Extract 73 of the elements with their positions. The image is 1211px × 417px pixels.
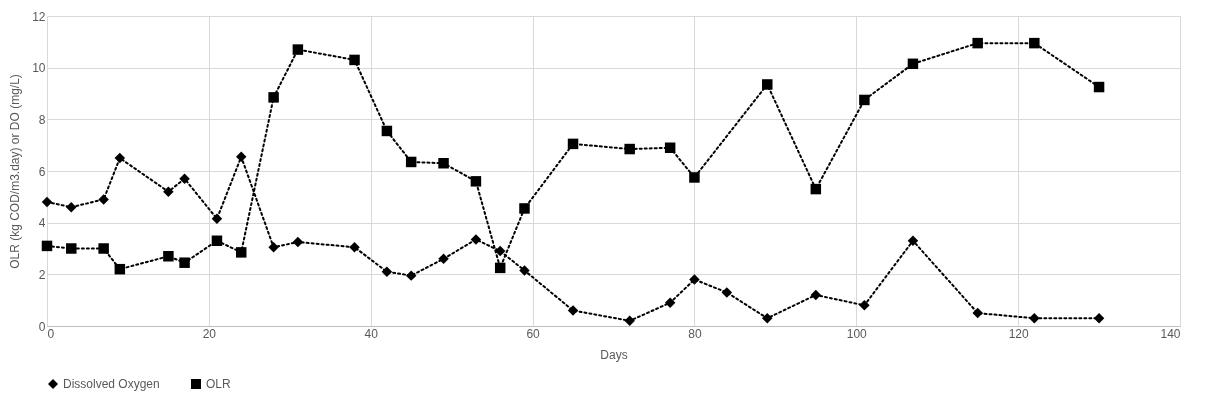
point xyxy=(292,236,304,248)
point xyxy=(114,152,126,164)
point xyxy=(859,94,870,106)
point xyxy=(494,262,506,274)
point xyxy=(179,173,190,184)
point xyxy=(268,241,279,253)
point xyxy=(211,235,223,246)
point xyxy=(211,213,223,225)
y-tick-label: 12 xyxy=(32,9,46,24)
x-tick-label: 140 xyxy=(1160,326,1181,341)
point xyxy=(268,92,279,103)
point xyxy=(98,194,109,205)
x-axis-title: Days xyxy=(600,347,628,362)
point xyxy=(1029,313,1040,324)
point xyxy=(1093,81,1105,93)
point xyxy=(470,176,482,187)
point xyxy=(762,79,773,90)
legend-label: Dissolved Oxygen xyxy=(63,377,160,391)
y-tick-label: 2 xyxy=(38,267,46,282)
point xyxy=(349,54,360,66)
point xyxy=(972,37,983,49)
point xyxy=(163,186,174,197)
x-tick-label: 40 xyxy=(364,326,379,341)
point xyxy=(907,58,919,70)
point xyxy=(41,240,53,252)
y-tick-label: 10 xyxy=(32,61,46,76)
point xyxy=(1093,313,1105,324)
point xyxy=(381,266,393,277)
point xyxy=(98,243,109,254)
point xyxy=(179,257,190,268)
point xyxy=(405,270,417,281)
point xyxy=(438,253,449,265)
x-tick-label: 120 xyxy=(1008,326,1029,341)
point xyxy=(664,142,676,153)
point xyxy=(762,313,773,324)
x-tick-label: 20 xyxy=(202,326,217,341)
point xyxy=(972,307,983,319)
point xyxy=(859,300,870,311)
point xyxy=(519,203,530,214)
y-tick-label: 6 xyxy=(38,164,46,179)
point xyxy=(664,297,676,308)
point xyxy=(438,158,449,169)
legend-label: OLR xyxy=(206,377,232,391)
point xyxy=(567,305,579,316)
point xyxy=(689,274,700,285)
y-axis-title: OLR (kg COD/m3.day) or DO (mg/L) xyxy=(8,74,23,269)
x-tick-label: 100 xyxy=(846,326,868,341)
point xyxy=(624,143,635,155)
point xyxy=(721,287,733,298)
x-tick-label: 60 xyxy=(526,326,541,341)
point xyxy=(810,183,822,195)
point xyxy=(381,125,393,137)
x-tick-label: 80 xyxy=(688,326,702,341)
point xyxy=(349,241,360,253)
point xyxy=(519,265,530,276)
point xyxy=(114,263,126,275)
point xyxy=(405,156,417,168)
point xyxy=(1029,37,1040,49)
point xyxy=(907,235,919,246)
point xyxy=(41,196,53,208)
y-tick-label: 8 xyxy=(38,112,46,127)
point xyxy=(235,151,247,163)
point xyxy=(66,201,77,213)
point xyxy=(567,138,579,150)
point xyxy=(689,172,700,183)
y-tick-label: 4 xyxy=(38,216,46,231)
point xyxy=(810,289,822,301)
point xyxy=(235,247,247,258)
point xyxy=(292,44,304,55)
point xyxy=(66,243,77,254)
point xyxy=(624,315,635,327)
point xyxy=(163,251,174,262)
point xyxy=(470,234,482,245)
